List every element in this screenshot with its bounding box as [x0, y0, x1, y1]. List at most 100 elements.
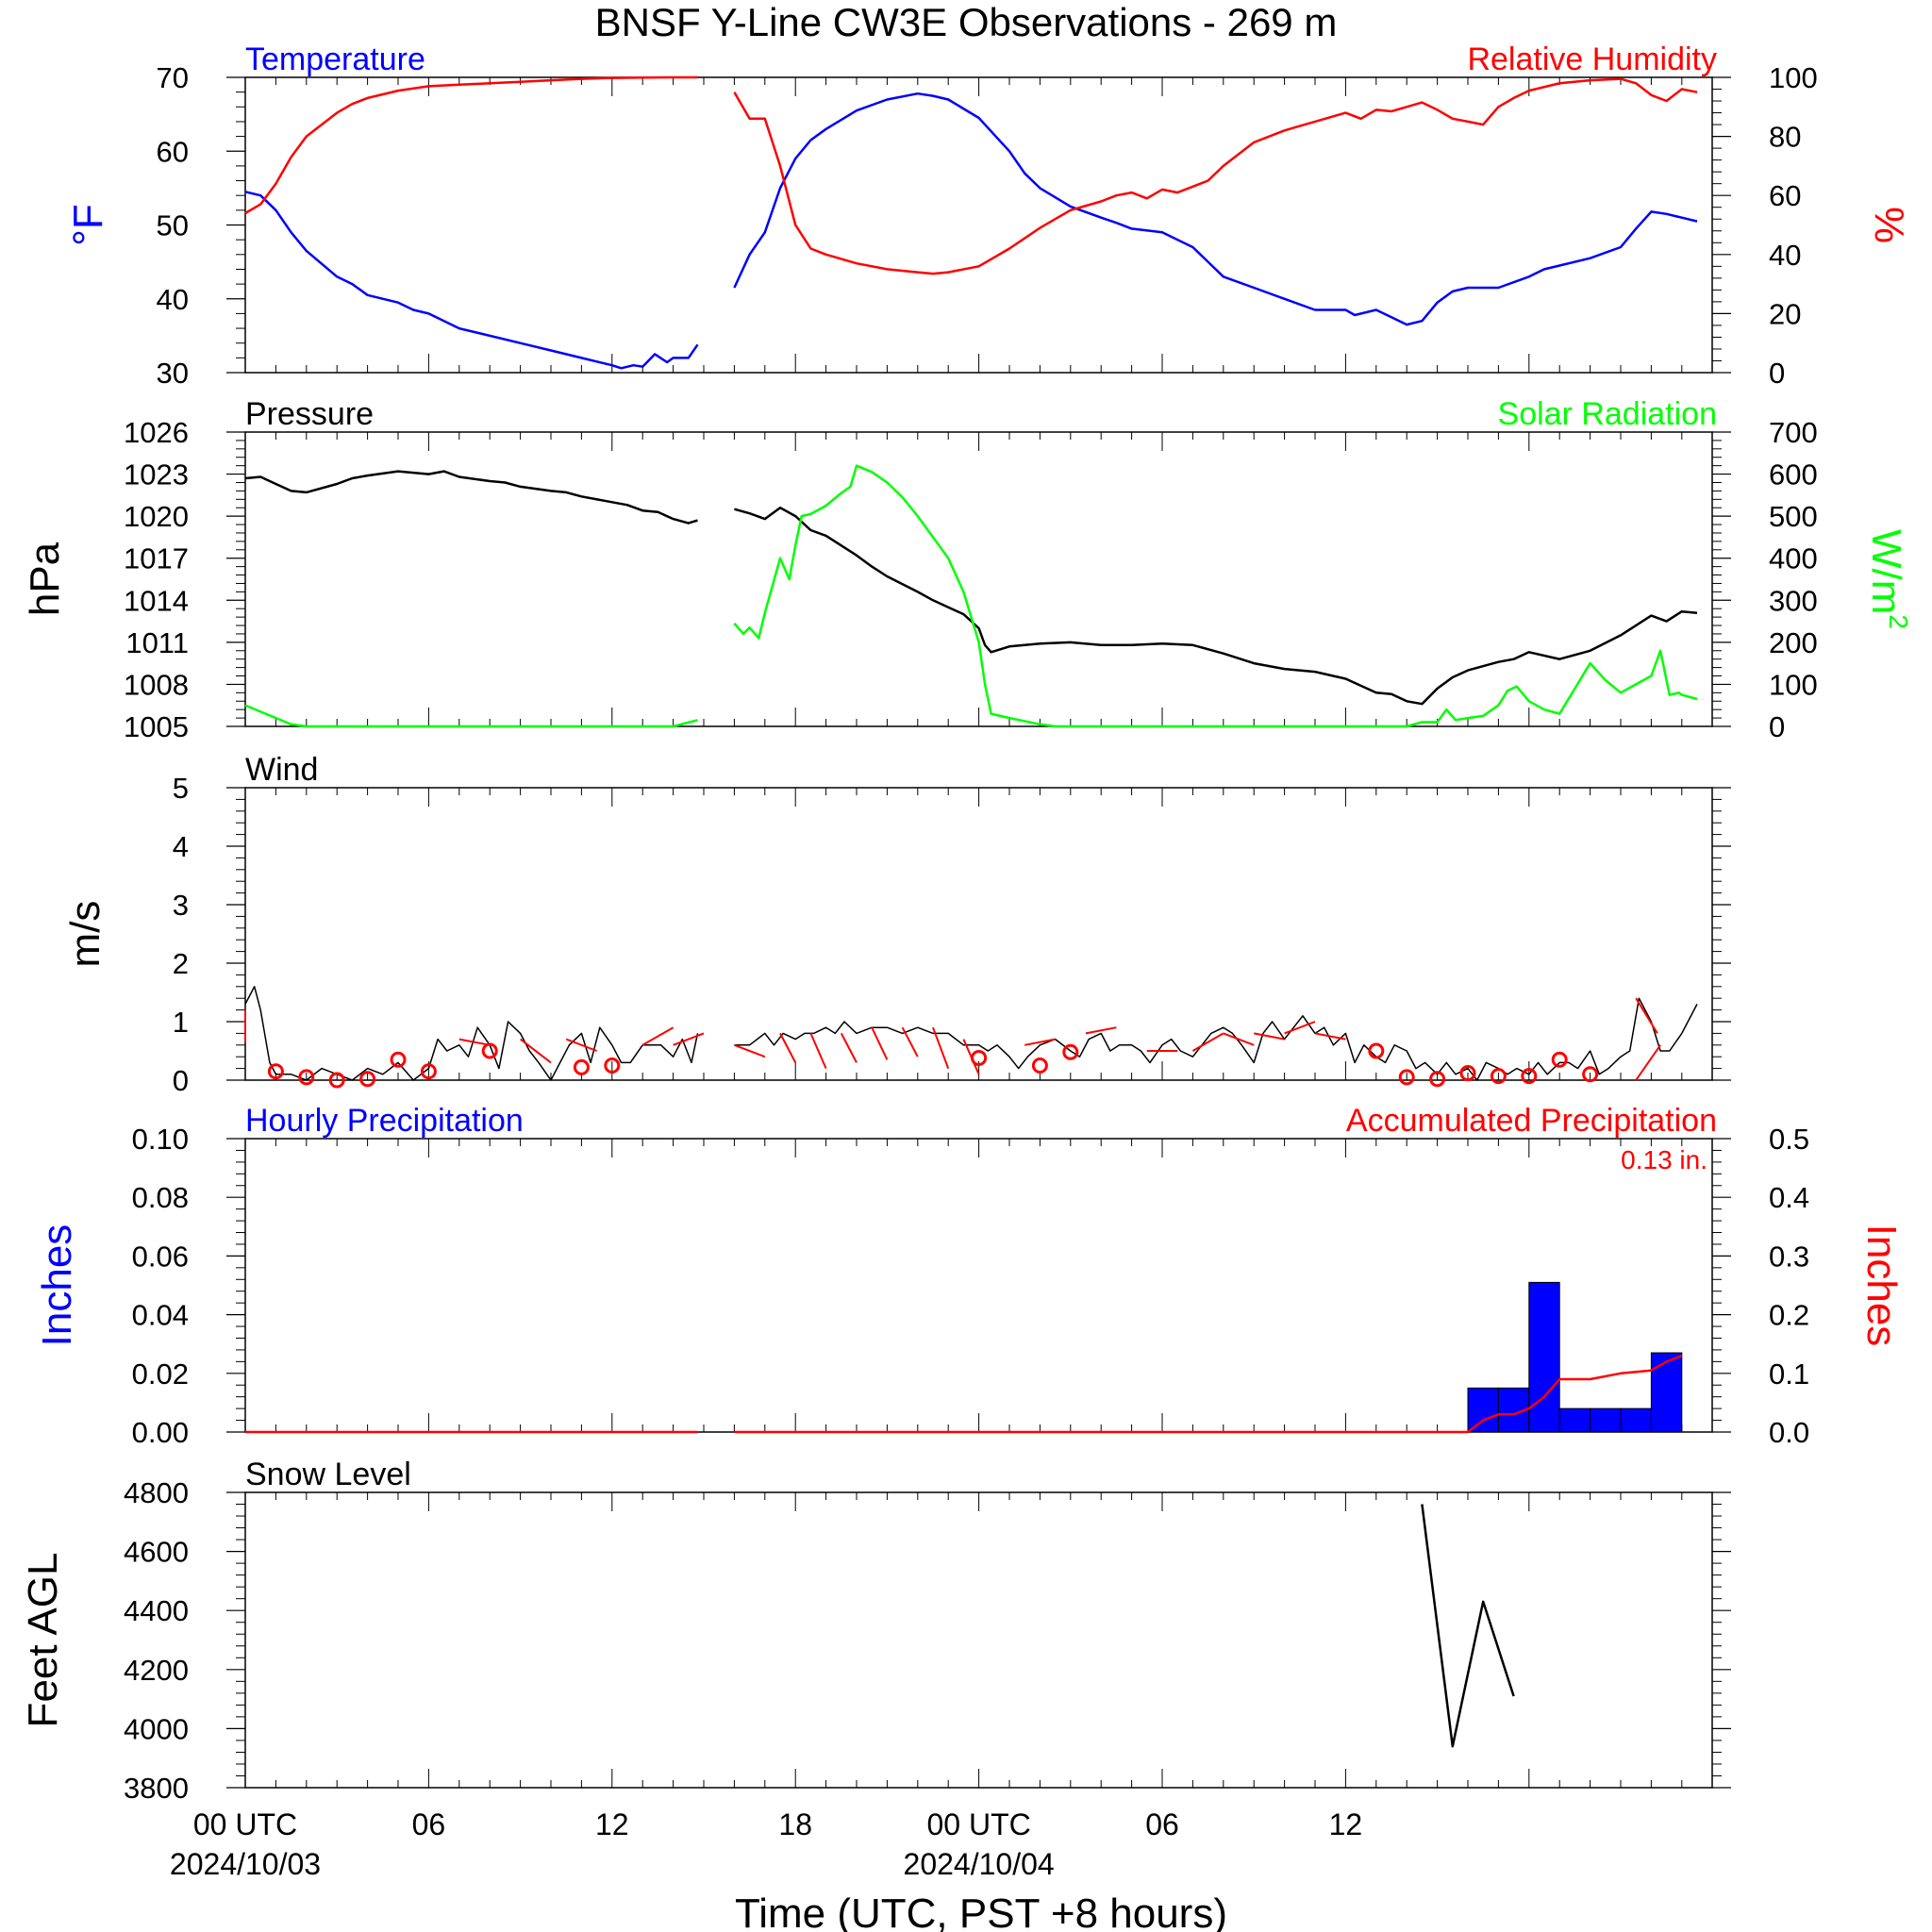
y-axis-label-right: Inches [1858, 1224, 1905, 1347]
y-right-tick-label: 0.4 [1769, 1181, 1809, 1214]
y-tick-label: 30 [157, 357, 189, 390]
wind-direction-mark [1085, 1026, 1117, 1035]
wind-calm-marker [420, 1063, 437, 1080]
wind-calm-marker [267, 1063, 284, 1080]
wind-direction-mark [779, 1032, 797, 1063]
y-tick-label: 0.00 [132, 1416, 189, 1449]
series-line-snow-level [1421, 1504, 1515, 1748]
panel-left-title: Snow Level [245, 1457, 411, 1492]
wind-direction-mark [932, 1026, 950, 1069]
y-tick-label: 3800 [124, 1772, 189, 1805]
y-right-tick-label: 0.3 [1769, 1240, 1809, 1273]
wind-calm-marker [573, 1058, 590, 1075]
wind-calm-marker [1031, 1058, 1048, 1074]
series-line-wind [734, 997, 1698, 1081]
wind-calm-marker [1459, 1065, 1476, 1082]
series-line-solar-radiation [733, 464, 1698, 728]
y-right-tick-label: 500 [1769, 500, 1818, 533]
panel-right-title: Solar Radiation [1498, 396, 1717, 432]
y-right-tick-label: 400 [1769, 542, 1818, 575]
y-tick-label: 4400 [124, 1594, 189, 1627]
y-tick-label: 0.04 [132, 1299, 189, 1332]
wind-calm-marker [298, 1069, 315, 1086]
plot-frame [244, 1491, 1713, 1789]
wind-direction-mark [1314, 1032, 1346, 1041]
y-right-tick-label: 0 [1769, 357, 1785, 390]
y-tick-label: 1017 [124, 542, 189, 575]
y-tick-label: 0.02 [132, 1357, 189, 1391]
plot-frame [244, 431, 1713, 727]
y-tick-label: 1014 [124, 584, 189, 617]
y-axis-label: °F [65, 204, 111, 245]
wind-direction-mark [1635, 997, 1658, 1034]
wind-calm-marker [1490, 1068, 1507, 1085]
wind-direction-mark [458, 1038, 491, 1046]
y-tick-label: 1023 [124, 458, 189, 491]
y-tick-label: 1020 [124, 500, 189, 533]
panel-wind: 0 1 2 3 4 5 Wind m/s [62, 752, 1731, 1097]
y-right-tick-label: 200 [1769, 626, 1818, 659]
y-tick-label: 4000 [124, 1712, 189, 1745]
panel-right-title: Accumulated Precipitation [1346, 1103, 1717, 1139]
y-right-tick-label: 700 [1769, 416, 1818, 449]
series-line-temperature [244, 191, 699, 370]
y-tick-label: 1008 [124, 668, 189, 701]
y-right-tick-label: 0.5 [1769, 1123, 1809, 1156]
x-tick-label: 00 UTC [926, 1807, 1030, 1841]
time-axis: 00 UTC 06 12 18 00 UTC 06 12 2024/10/03 2024/10/… [170, 1807, 1362, 1932]
wind-calm-marker [1429, 1071, 1446, 1088]
wind-calm-marker [390, 1051, 407, 1068]
y-tick-label: 2 [173, 947, 189, 980]
y-tick-label: 0.10 [132, 1123, 189, 1156]
panel-left-title: Wind [245, 752, 318, 788]
y-right-tick-label: 40 [1769, 239, 1801, 272]
wind-calm-marker [1398, 1069, 1415, 1086]
precip-bar [1650, 1352, 1683, 1433]
y-right-tick-label: 0.0 [1769, 1416, 1809, 1449]
wind-direction-mark [1191, 1032, 1224, 1052]
panel-left-title: Hourly Precipitation [245, 1103, 524, 1139]
plot-frame [244, 76, 1713, 374]
y-axis-label: m/s [62, 901, 108, 968]
precip-bar [1590, 1407, 1622, 1433]
y-tick-label: 4 [173, 830, 189, 863]
wind-direction-mark [565, 1038, 597, 1052]
panel-precip: 0.00 0.02 0.04 0.06 0.08 0.10 0.0 0.1 0.2 0.3 0.4 0… [34, 1103, 1905, 1449]
series-line-pressure [734, 506, 1698, 706]
y-axis-label-right-superscript: 2 [1884, 614, 1913, 629]
wind-direction-mark [1284, 1021, 1316, 1035]
wind-calm-marker [328, 1072, 345, 1089]
y-axis-label: hPa [22, 541, 68, 616]
y-tick-label: 1011 [125, 626, 189, 659]
wind-direction-mark [641, 1026, 675, 1046]
y-tick-label: 60 [157, 135, 189, 168]
y-axis-label: Feet AGL [20, 1553, 66, 1728]
y-right-tick-label: 20 [1769, 297, 1801, 330]
y-tick-label: 50 [157, 209, 189, 242]
y-tick-label: 70 [157, 61, 189, 94]
y-tick-label: 4200 [124, 1654, 189, 1687]
x-tick-label: 06 [412, 1807, 446, 1841]
wind-direction-mark [840, 1032, 858, 1063]
x-tick-label: 18 [778, 1807, 812, 1841]
wind-direction-mark [809, 1033, 827, 1069]
y-tick-label: 1026 [124, 416, 189, 449]
wind-calm-marker [1521, 1068, 1538, 1085]
y-right-tick-label: 300 [1769, 584, 1818, 617]
wind-calm-marker [604, 1058, 621, 1074]
wind-calm-marker [1062, 1043, 1079, 1060]
y-tick-label: 0 [173, 1064, 189, 1097]
y-tick-label: 0.06 [132, 1240, 189, 1273]
y-tick-label: 4600 [124, 1536, 189, 1569]
wind-direction-mark [901, 1026, 919, 1058]
y-tick-label: 5 [173, 772, 189, 805]
y-tick-label: 1 [173, 1006, 189, 1039]
y-right-tick-label: 80 [1769, 121, 1801, 154]
series-line-solar-radiation [244, 704, 698, 728]
y-tick-label: 3 [173, 889, 189, 922]
wind-direction-mark [734, 1043, 766, 1058]
precip-bar [1558, 1407, 1591, 1433]
y-right-tick-label: 0 [1769, 710, 1785, 743]
x-date-label: 2024/10/04 [904, 1847, 1055, 1881]
y-axis-label: Inches [34, 1224, 80, 1347]
